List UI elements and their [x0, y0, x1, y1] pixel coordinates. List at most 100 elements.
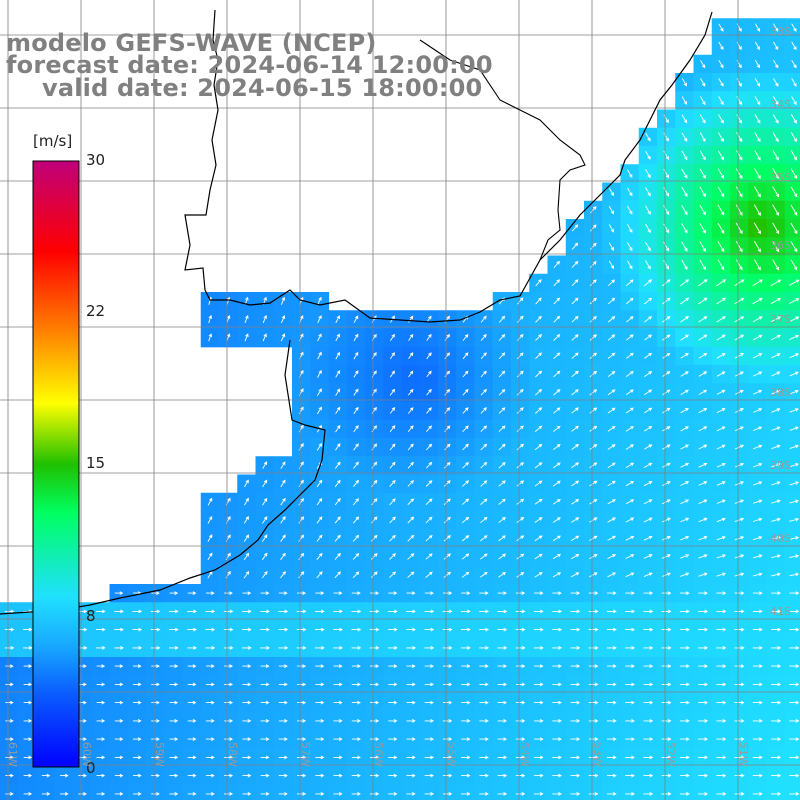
wind-arrow — [426, 407, 432, 414]
wind-arrow — [627, 242, 633, 252]
wind-arrow — [351, 773, 361, 778]
wind-arrow — [335, 424, 341, 433]
wind-arrow — [278, 627, 289, 632]
wind-arrow — [444, 388, 451, 396]
wind-arrow — [607, 279, 616, 287]
wind-arrow — [716, 535, 726, 541]
wind-arrow — [60, 773, 69, 778]
wind-arrow — [662, 481, 671, 487]
wind-arrow — [352, 553, 360, 560]
wind-arrow — [662, 334, 671, 341]
wind-arrow — [625, 755, 635, 760]
wind-arrow — [789, 426, 799, 431]
wind-arrow — [734, 792, 745, 796]
wind-cell — [620, 784, 640, 800]
wind-arrow — [370, 792, 380, 796]
wind-arrow — [335, 315, 340, 324]
wind-arrow — [716, 316, 726, 323]
wind-arrow — [408, 315, 414, 323]
wind-arrow — [752, 682, 763, 687]
wind-arrow — [480, 480, 488, 487]
wind-arrow — [661, 682, 672, 687]
wind-arrow — [353, 425, 359, 433]
wind-arrow — [662, 316, 671, 323]
wind-arrow — [23, 627, 33, 632]
wind-arrow — [353, 406, 359, 414]
wind-arrow — [408, 388, 414, 396]
wind-arrow — [734, 664, 745, 668]
wind-arrow — [645, 223, 651, 234]
wind-arrow — [772, 204, 780, 216]
wind-arrow — [553, 279, 561, 287]
wind-arrow — [498, 425, 506, 432]
wind-arrow — [661, 646, 672, 650]
colorbar-tick-label: 8 — [86, 607, 96, 625]
wind-arrow — [698, 535, 708, 541]
wind-arrow — [717, 222, 725, 234]
wind-arrow — [607, 700, 617, 705]
wind-arrow — [571, 480, 580, 487]
wind-arrow — [588, 700, 599, 705]
wind-arrow — [262, 516, 268, 524]
wind-arrow — [335, 351, 340, 360]
wind-arrow — [223, 646, 234, 650]
wind-arrow — [735, 222, 743, 235]
wind-arrow — [315, 737, 325, 741]
wind-arrow — [625, 407, 634, 414]
wind-arrow — [516, 572, 525, 578]
wind-arrow — [96, 609, 106, 614]
wind-arrow — [317, 333, 322, 342]
wind-arrow — [535, 279, 542, 287]
wind-arrow — [425, 553, 433, 560]
wind-arrow — [717, 259, 725, 271]
longitude-label: 52W — [664, 742, 677, 767]
wind-arrow — [734, 609, 745, 614]
wind-cell — [784, 18, 800, 38]
wind-arrow — [627, 223, 633, 233]
wind-arrow — [643, 646, 654, 650]
wind-arrow — [333, 646, 343, 650]
wind-arrow — [607, 480, 616, 487]
wind-arrow — [205, 773, 215, 778]
wind-cell — [328, 529, 348, 549]
wind-arrow — [643, 755, 654, 760]
wind-arrow — [608, 224, 614, 233]
wind-arrow — [570, 682, 581, 687]
wind-cell — [565, 784, 585, 800]
wind-cell — [438, 365, 457, 384]
wind-arrow — [625, 664, 635, 668]
wind-arrow — [498, 553, 507, 560]
wind-arrow — [242, 737, 252, 741]
wind-arrow — [315, 700, 325, 705]
wind-arrow — [716, 462, 726, 468]
wind-arrow — [169, 682, 179, 687]
wind-arrow — [754, 150, 761, 161]
wind-arrow — [789, 664, 800, 668]
wind-arrow — [351, 627, 362, 632]
wind-arrow — [791, 96, 797, 106]
wind-cell — [365, 511, 384, 530]
wind-cell — [547, 365, 567, 384]
wind-arrow — [479, 792, 489, 796]
wind-arrow — [498, 443, 506, 451]
wind-arrow — [643, 682, 654, 687]
wind-arrow — [243, 516, 249, 524]
wind-arrow — [752, 353, 763, 359]
wind-cell — [693, 292, 713, 311]
wind-arrow — [789, 792, 800, 796]
wind-arrow — [425, 443, 433, 451]
wind-arrow — [497, 719, 508, 723]
wind-arrow — [698, 773, 709, 778]
wind-arrow — [498, 388, 506, 396]
wind-arrow — [205, 737, 215, 741]
wind-cell — [438, 784, 457, 800]
wind-arrow — [516, 462, 525, 469]
wind-arrow — [96, 737, 106, 741]
wind-arrow — [753, 408, 763, 413]
wind-arrow — [208, 314, 213, 324]
wind-cell — [237, 784, 257, 800]
wind-arrow — [114, 700, 124, 705]
wind-arrow — [151, 755, 160, 760]
wind-arrow — [607, 535, 617, 541]
wind-arrow — [789, 499, 800, 504]
